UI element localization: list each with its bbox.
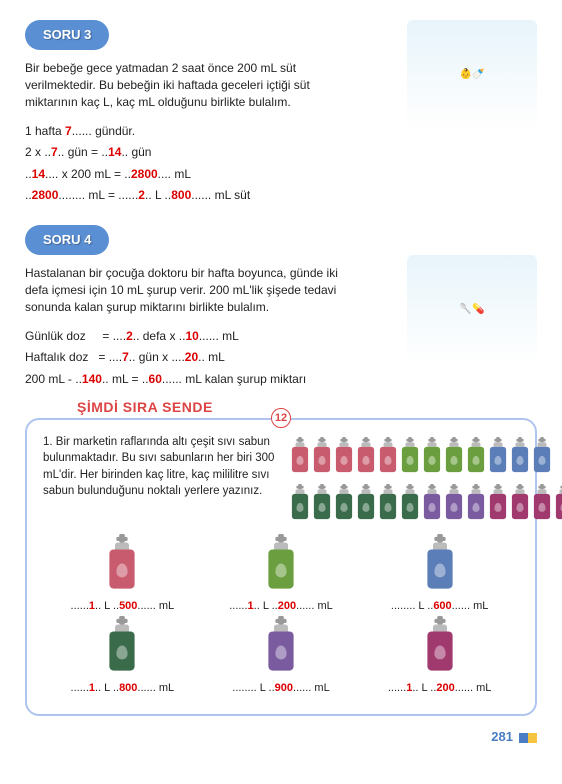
bottle-item: ......1.. L ..800...... mL <box>47 624 197 696</box>
panel-question: 1. Bir marketin raflarında altı çeşit sı… <box>43 434 279 528</box>
page-number: 281 <box>25 728 537 746</box>
q4-text: Hastalanan bir çocuğa doktoru bir hafta … <box>25 265 355 315</box>
bottle-item: ......1.. L ..200...... mL <box>206 542 356 614</box>
q4-image-syrup: 🥄💊 <box>407 255 537 365</box>
bottle-item: ......1.. L ..200...... mL <box>365 624 515 696</box>
panel-title: ŞİMDİ SIRA SENDE <box>77 399 213 415</box>
question-3: SORU 3 Bir bebeğe gece yatmadan 2 saat ö… <box>25 20 537 207</box>
bottle-item: ........ L ..900...... mL <box>206 624 356 696</box>
panel-tab: ŞİMDİ SIRA SENDE <box>67 398 223 418</box>
q3-image-baby: 👶🍼 <box>407 20 537 130</box>
practice-panel: 12 ŞİMDİ SIRA SENDE 1. Bir marketin rafl… <box>25 418 537 716</box>
q3-badge: SORU 3 <box>25 20 109 50</box>
q3-calc: 1 hafta 7...... gündür. 2 x ..7.. gün = … <box>25 121 537 207</box>
bottles-grid: ......1.. L ..500...... mL ......1.. L .… <box>43 542 519 696</box>
bottle-item: ........ L ..600...... mL <box>365 542 515 614</box>
bottle-shelf <box>289 434 519 528</box>
q4-badge: SORU 4 <box>25 225 109 255</box>
question-4: SORU 4 Hastalanan bir çocuğa doktoru bir… <box>25 225 537 390</box>
q3-text: Bir bebeğe gece yatmadan 2 saat önce 200… <box>25 60 355 110</box>
bottle-item: ......1.. L ..500...... mL <box>47 542 197 614</box>
